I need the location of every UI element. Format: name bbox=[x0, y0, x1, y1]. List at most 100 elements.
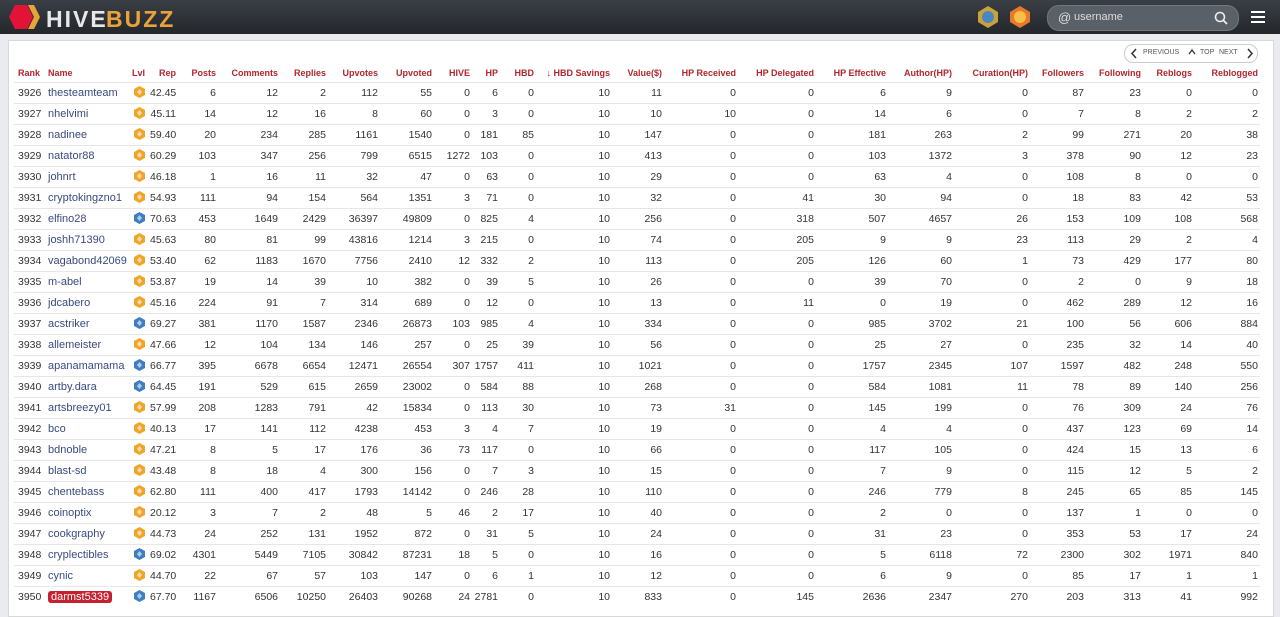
user-name[interactable]: natator88 bbox=[48, 150, 95, 162]
user-name[interactable]: bco bbox=[48, 423, 66, 435]
column-header[interactable]: Curation(HP) bbox=[972, 68, 1029, 78]
next-arrow[interactable] bbox=[1246, 48, 1254, 59]
stat-cell: 0 bbox=[1194, 166, 1260, 188]
stat-cell: 0 bbox=[664, 586, 738, 607]
user-name[interactable]: johnrt bbox=[48, 171, 76, 183]
rank-cell: 3945 bbox=[14, 481, 44, 503]
stat-cell: 1540 bbox=[380, 124, 434, 146]
stat-cell: 3 bbox=[434, 229, 472, 251]
column-header[interactable]: ↓ HBD Savings bbox=[546, 68, 610, 78]
user-name[interactable]: vagabond42069 bbox=[48, 255, 127, 267]
user-name[interactable]: thesteamteam bbox=[48, 87, 118, 99]
column-header[interactable]: HIVE bbox=[448, 68, 470, 78]
user-name[interactable]: coinoptix bbox=[48, 507, 92, 519]
user-name[interactable]: acstriker bbox=[48, 318, 90, 330]
menu-icon[interactable] bbox=[1251, 11, 1265, 23]
user-name[interactable]: artsbreezy01 bbox=[48, 402, 112, 414]
column-header[interactable]: HP Effective bbox=[833, 68, 886, 78]
search-at: @ bbox=[1058, 10, 1072, 25]
table-row: 3929 natator88 60.29 103 347 256 799 6515 1272 10… bbox=[14, 145, 1260, 167]
column-header[interactable]: Rep bbox=[158, 68, 176, 78]
user-name[interactable]: cryptokingzno1 bbox=[48, 192, 122, 204]
top-link[interactable]: TOP bbox=[1200, 49, 1215, 56]
stat-cell: 12471 bbox=[328, 355, 380, 377]
user-name[interactable]: bdnoble bbox=[48, 444, 88, 456]
stat-cell: 85 bbox=[1030, 565, 1086, 587]
stat-cell: 10250 bbox=[280, 586, 328, 607]
column-header[interactable]: Name bbox=[48, 68, 73, 78]
user-name[interactable]: m-abel bbox=[48, 276, 82, 288]
column-header[interactable]: Replies bbox=[293, 68, 326, 78]
user-name[interactable]: darmst5339 bbox=[48, 591, 113, 603]
user-name[interactable]: jdcabero bbox=[48, 297, 91, 309]
column-header[interactable]: Reblogged bbox=[1211, 68, 1259, 78]
badge-icon[interactable] bbox=[1009, 6, 1031, 28]
column-header[interactable]: Comments bbox=[231, 68, 278, 78]
stat-cell: 0 bbox=[664, 439, 738, 461]
user-name[interactable]: chentebass bbox=[48, 486, 105, 498]
table-row: 3931 cryptokingzno1 54.93 111 94 154 564 1351 3 7… bbox=[14, 187, 1260, 209]
stat-cell: 1 bbox=[500, 565, 536, 587]
stat-cell: 88 bbox=[500, 376, 536, 398]
column-header[interactable]: Posts bbox=[191, 68, 216, 78]
column-header[interactable]: Followers bbox=[1041, 68, 1084, 78]
column-header[interactable]: HBD bbox=[514, 68, 535, 78]
user-name[interactable]: artby.dara bbox=[48, 381, 97, 393]
user-name[interactable]: cookgraphy bbox=[48, 528, 105, 540]
stat-cell: 2 bbox=[280, 82, 328, 104]
stat-cell: 0 bbox=[434, 124, 472, 146]
search-icon[interactable] bbox=[1214, 11, 1228, 25]
stat-cell: 66.77 bbox=[150, 355, 178, 377]
stat-cell: 10 bbox=[536, 229, 612, 251]
user-name[interactable]: nhelvimi bbox=[48, 108, 89, 120]
column-header[interactable]: Value($) bbox=[627, 68, 662, 78]
stat-cell: 0 bbox=[738, 103, 816, 125]
stat-cell: 73 bbox=[612, 397, 664, 419]
user-name[interactable]: joshh71390 bbox=[48, 234, 105, 246]
user-name[interactable]: elfino28 bbox=[48, 213, 87, 225]
user-name[interactable]: apanamamama bbox=[48, 360, 125, 372]
user-name[interactable]: cryplectibles bbox=[48, 549, 109, 561]
stat-cell: 12 bbox=[218, 103, 280, 125]
user-name[interactable]: cynic bbox=[48, 570, 74, 582]
column-header[interactable]: Reblogs bbox=[1156, 68, 1192, 78]
column-header[interactable]: Lvl bbox=[132, 68, 146, 78]
column-header[interactable]: HP bbox=[485, 68, 498, 78]
name-cell: cynic bbox=[44, 565, 128, 587]
stat-cell: 13 bbox=[1143, 439, 1194, 461]
prev-arrow[interactable] bbox=[1130, 48, 1138, 59]
stat-cell: 0 bbox=[434, 523, 472, 545]
next-link[interactable]: NEXT bbox=[1219, 49, 1238, 56]
stat-cell: 73 bbox=[434, 439, 472, 461]
stat-cell: 24 bbox=[612, 523, 664, 545]
stat-cell: 0 bbox=[954, 460, 1030, 482]
badge-icon[interactable] bbox=[977, 6, 999, 28]
column-header[interactable]: Author(HP) bbox=[904, 68, 952, 78]
column-header[interactable]: Following bbox=[1099, 68, 1141, 78]
user-name[interactable]: allemeister bbox=[48, 339, 102, 351]
user-name[interactable]: blast-sd bbox=[48, 465, 87, 477]
stat-cell: 1272 bbox=[434, 145, 472, 167]
column-header[interactable]: Upvoted bbox=[396, 68, 432, 78]
previous-link[interactable]: PREVIOUS bbox=[1143, 49, 1180, 56]
brand[interactable]: BUZZ bbox=[106, 6, 176, 32]
rank-cell: 3942 bbox=[14, 418, 44, 440]
stat-cell: 26554 bbox=[380, 355, 434, 377]
stat-cell: 263 bbox=[888, 124, 954, 146]
user-name[interactable]: nadinee bbox=[48, 129, 88, 141]
stat-cell: 9 bbox=[1143, 271, 1194, 293]
column-header[interactable]: Rank bbox=[18, 68, 41, 78]
stat-cell: 0 bbox=[738, 439, 816, 461]
column-header[interactable]: HP Delegated bbox=[756, 68, 814, 78]
stat-cell: 6 bbox=[472, 565, 500, 587]
stat-cell: 2 bbox=[816, 502, 888, 524]
search-box[interactable]: @ username bbox=[1047, 5, 1239, 31]
column-header[interactable]: HP Received bbox=[681, 68, 736, 78]
stat-cell: 0 bbox=[738, 460, 816, 482]
stat-cell: 39 bbox=[280, 271, 328, 293]
stat-cell: 529 bbox=[218, 376, 280, 398]
top-arrow[interactable] bbox=[1188, 49, 1196, 55]
level-badge bbox=[133, 148, 145, 161]
column-header[interactable]: Upvotes bbox=[342, 68, 378, 78]
brand[interactable]: HIVE bbox=[46, 6, 108, 32]
